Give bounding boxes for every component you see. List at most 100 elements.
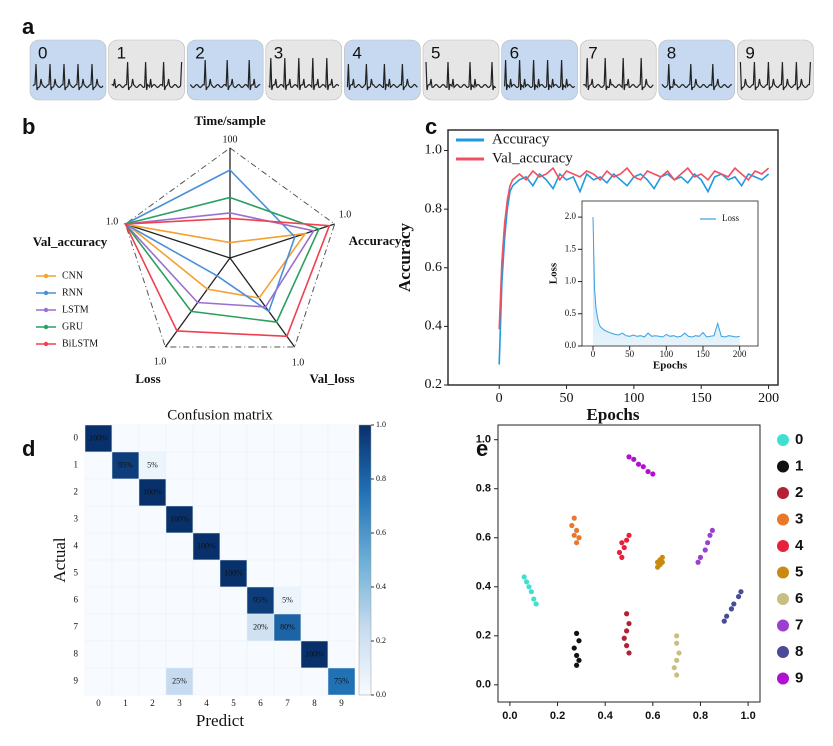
- legend-label: 8: [795, 643, 803, 660]
- row-label: 9: [74, 676, 79, 686]
- legend-label: 7: [795, 616, 803, 633]
- waveform: [582, 57, 654, 91]
- heatmap-cell: [219, 451, 248, 480]
- legend-label: 6: [795, 590, 803, 607]
- thumbnail-label: 2: [195, 43, 204, 62]
- legend-label: RNN: [62, 287, 83, 298]
- heatmap-title: Confusion matrix: [167, 407, 273, 423]
- legend-label: 3: [795, 510, 803, 527]
- heatmap-cell: [300, 667, 329, 696]
- cell-label: 75%: [334, 676, 349, 685]
- y-tick-label: 1.0: [476, 434, 491, 446]
- x-tick-label: 100: [623, 391, 644, 406]
- row-label: 2: [74, 487, 79, 497]
- heatmap-cell: [192, 424, 221, 453]
- col-label: 0: [96, 698, 101, 708]
- panel-label: b: [22, 114, 35, 139]
- panel-label: d: [22, 436, 35, 461]
- cell-label: 100%: [305, 649, 324, 658]
- thumbnail-label: 1: [117, 43, 126, 62]
- heatmap-cell: [165, 478, 194, 507]
- x-tick-label: 150: [696, 349, 710, 359]
- x-tick-label: 0.2: [550, 710, 565, 722]
- waveform: [268, 57, 340, 91]
- heatmap-cell: [273, 451, 302, 480]
- heatmap-cell: [246, 478, 275, 507]
- legend-marker: [43, 307, 49, 313]
- radar-axis-name: Accuracy: [349, 233, 402, 248]
- heatmap-cell: [111, 667, 140, 696]
- cell-label: 95%: [118, 460, 133, 469]
- heatmap-cell: [138, 559, 167, 588]
- point: [731, 601, 737, 607]
- heatmap-cell: [192, 667, 221, 696]
- legend-label: CNN: [62, 270, 83, 281]
- heatmap-cell: [84, 586, 113, 615]
- heatmap-cell: [138, 478, 167, 507]
- x-tick-label: 200: [758, 391, 779, 406]
- heatmap-cell: [327, 640, 356, 669]
- legend-marker: [43, 341, 49, 347]
- point: [528, 589, 534, 595]
- point: [574, 540, 580, 546]
- point: [626, 620, 632, 627]
- point: [576, 657, 582, 663]
- point: [645, 468, 651, 475]
- radar-axis: [229, 257, 296, 348]
- point: [576, 638, 582, 644]
- x-tick-label: 100: [660, 349, 674, 359]
- heatmap-cell: [138, 586, 167, 615]
- y-axis-label: Accuracy: [395, 223, 414, 292]
- heatmap-cell: [246, 424, 275, 453]
- radar-axis: [229, 223, 335, 259]
- legend-marker: [777, 646, 789, 658]
- heatmap-cell: [273, 424, 302, 453]
- point: [624, 537, 630, 543]
- heatmap-cell: [192, 586, 221, 615]
- heatmap-cell: [246, 532, 275, 561]
- heatmap-cell: [192, 505, 221, 534]
- x-tick-label: 1.0: [740, 710, 755, 722]
- radar-axis-name: Loss: [135, 371, 160, 386]
- heatmap-cell: [273, 640, 302, 669]
- point: [574, 527, 580, 534]
- heatmap-cell: [111, 586, 140, 615]
- row-label: 6: [74, 595, 79, 605]
- point: [571, 532, 577, 538]
- row-label: 7: [74, 622, 79, 632]
- point: [571, 645, 577, 651]
- heatmap-cell: [165, 559, 194, 588]
- heatmap-cell: [84, 478, 113, 507]
- heatmap-cell: [300, 424, 329, 453]
- cell-label: 100%: [224, 568, 243, 577]
- plot-frame: [447, 129, 779, 386]
- heatmap-cell: [192, 451, 221, 480]
- heatmap-cell: [273, 559, 302, 588]
- colorbar: [358, 424, 372, 696]
- heatmap-cell: [138, 505, 167, 534]
- heatmap-cell: [300, 559, 329, 588]
- thumbnail-label: 6: [510, 43, 519, 62]
- point: [624, 611, 630, 617]
- y-tick-label: 1.5: [565, 243, 577, 253]
- heatmap-cell: [246, 559, 275, 588]
- heatmap-cell: [219, 478, 248, 507]
- heatmap-cell: [246, 613, 275, 642]
- x-tick-label: 0.8: [693, 710, 708, 722]
- heatmap-cell: [219, 559, 248, 588]
- point: [695, 559, 701, 565]
- radar-axis-max: 1.0: [106, 216, 119, 227]
- radar-frame: [124, 147, 336, 348]
- heatmap-cell: [246, 586, 275, 615]
- heatmap-cell: [111, 613, 140, 642]
- waveform: [111, 61, 183, 91]
- point: [569, 522, 575, 529]
- legend-label: 1: [795, 457, 803, 474]
- heatmap-cell: [246, 640, 275, 669]
- legend-marker: [777, 434, 789, 446]
- legend-label: 5: [795, 563, 803, 580]
- colorbar-label: 0.8: [376, 474, 386, 483]
- col-label: 7: [285, 698, 290, 708]
- point: [574, 652, 580, 659]
- point: [724, 613, 730, 619]
